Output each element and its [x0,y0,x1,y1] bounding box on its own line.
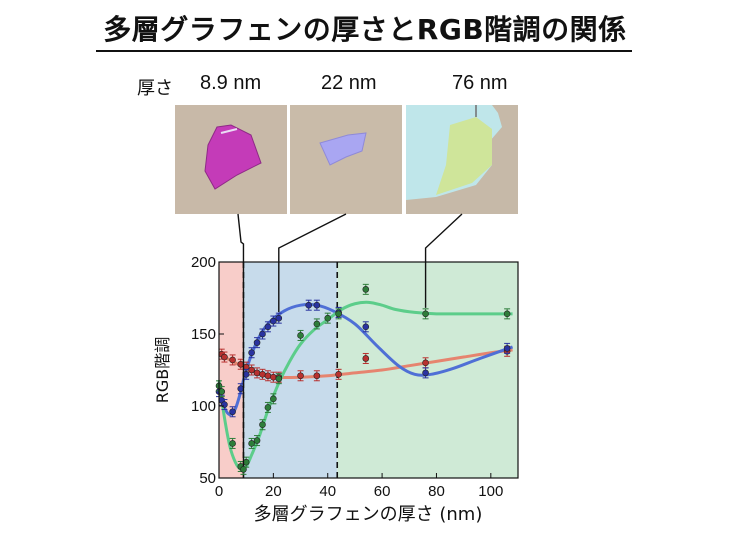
data-point-blue-3 [229,406,236,418]
x-axis-label: 多層グラフェンの厚さ (nm) [254,504,483,525]
data-point-red-3 [237,358,245,370]
callout-line-1 [237,213,245,467]
data-point-green-2 [229,437,236,449]
page-title: 多層グラフェンの厚さとRGB階調の関係 [103,13,627,46]
data-point-green-8 [259,419,266,431]
y-tick-label-200: 200 [191,254,216,271]
y-axis-label: RGB階調 [153,337,172,404]
data-point-blue-11 [275,312,283,324]
data-point-blue-12 [305,299,313,311]
data-point-green-18 [503,308,511,320]
data-point-green-10 [270,393,277,405]
data-point-green-7 [253,435,261,447]
data-point-red-13 [335,368,342,380]
x-tick-label-80: 80 [428,483,445,500]
data-point-green-16 [362,283,370,295]
data-point-blue-17 [503,342,511,354]
data-point-green-6 [248,437,255,449]
data-point-blue-9 [264,321,272,333]
micrograph-sample-3 [406,105,518,214]
x-tick-label-60: 60 [374,483,391,500]
data-point-blue-15 [362,321,370,333]
data-point-green-1 [218,386,226,398]
data-point-blue-7 [253,337,261,349]
data-point-green-5 [242,456,250,468]
y-tick-label-150: 150 [191,326,216,343]
data-point-green-15 [335,308,342,320]
data-point-red-12 [313,370,321,382]
thickness-label-2: 22 nm [321,72,377,94]
data-point-blue-8 [259,328,266,340]
x-tick-label-40: 40 [319,483,336,500]
data-point-blue-10 [270,315,277,327]
x-tick-label-100: 100 [478,483,503,500]
data-point-green-9 [264,401,272,413]
data-point-red-5 [248,364,255,376]
x-tick-label-20: 20 [265,483,282,500]
data-point-green-14 [324,312,332,324]
data-point-red-9 [270,371,277,383]
callout-line-3 [424,213,463,308]
region-2 [337,262,518,478]
y-tick-label-50: 50 [199,470,216,487]
data-point-blue-16 [422,367,429,379]
thickness-label-1: 8.9 nm [200,72,262,94]
data-point-red-11 [297,370,304,382]
title-underline [96,50,632,52]
thickness-label-3: 76 nm [452,72,508,94]
data-point-red-2 [229,354,236,366]
data-point-red-7 [259,368,266,380]
data-point-blue-13 [313,299,321,311]
micrograph-sample-2 [290,105,402,214]
micrograph-sample-1 [175,105,287,214]
data-point-blue-6 [248,347,255,359]
data-point-blue-5 [242,368,250,380]
data-point-blue-4 [237,383,245,395]
data-point-red-1 [221,351,228,363]
data-point-green-11 [275,373,283,385]
plot-frame [218,261,519,479]
data-point-green-12 [297,329,304,341]
callout-line-2 [278,213,347,313]
data-point-green-13 [313,318,321,330]
x-tick-label-0: 0 [215,483,223,500]
thickness-prefix-label: 厚さ [137,78,173,99]
y-tick-label-100: 100 [191,398,216,415]
data-point-green-17 [422,308,429,320]
data-point-red-14 [362,352,370,364]
